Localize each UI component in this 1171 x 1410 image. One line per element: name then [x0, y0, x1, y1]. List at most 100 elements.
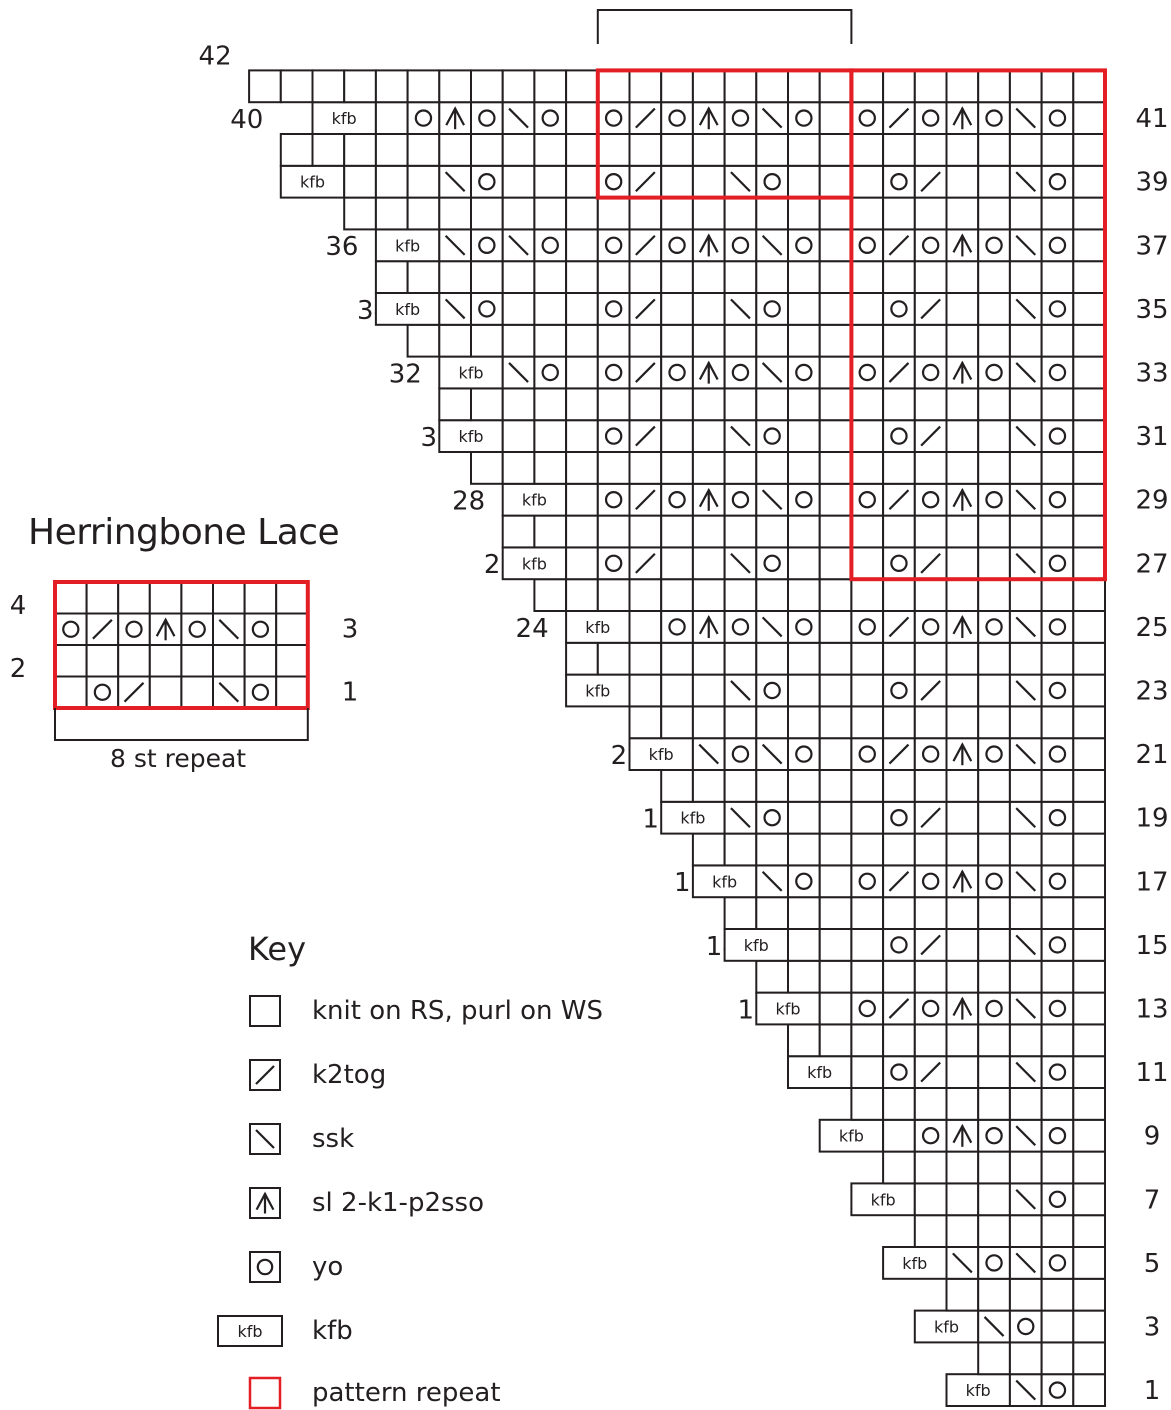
stitch-cell [755, 69, 789, 104]
stitch-cell [850, 928, 885, 962]
stitch-cell [723, 578, 758, 613]
stitch-cell [1072, 546, 1107, 581]
sl2k1p2sso-icon [952, 106, 973, 130]
stitch-cell [850, 69, 885, 104]
sl2k1p2sso-icon [698, 233, 719, 257]
sl2k1p2sso-icon [952, 996, 973, 1020]
stitch-cell [533, 101, 568, 135]
stitch-cell [374, 260, 409, 295]
yo-icon [921, 999, 940, 1018]
row-number-31: 31 [1135, 422, 1168, 452]
stitch-cell [1008, 323, 1043, 358]
stitch-cell [1072, 292, 1107, 326]
stitch-cell [850, 292, 885, 326]
stitch-cell [1040, 69, 1075, 104]
ssk-icon [218, 682, 240, 703]
yo-icon [62, 620, 80, 638]
key-label-knit: knit on RS, purl on WS [312, 996, 603, 1026]
k2tog-icon [920, 171, 941, 193]
stitch-cell [913, 133, 948, 167]
stitch-cell [85, 581, 120, 615]
stitch-cell [818, 323, 853, 358]
chart-row-15: kfb [723, 928, 1107, 962]
stitch-cell [977, 355, 1011, 390]
stitch-cell [180, 644, 214, 678]
stitch-cell [1072, 832, 1107, 867]
stitch-cell [1040, 737, 1075, 772]
stitch-cell [882, 164, 916, 199]
stitch-cell [882, 769, 916, 803]
stitch-cell [438, 260, 472, 295]
stitch-cell [977, 101, 1011, 135]
ssk-icon [761, 489, 783, 511]
ssk-icon [761, 616, 783, 638]
stitch-cell [723, 737, 758, 772]
stitch-cell [818, 482, 853, 517]
ssk-icon [1015, 362, 1037, 383]
stitch-cell [1072, 101, 1107, 135]
stitch-cell [850, 959, 885, 994]
stitch-cell [1072, 1182, 1107, 1217]
stitch-cell [913, 991, 948, 1026]
yo-icon [93, 683, 112, 701]
stitch-cell [850, 864, 885, 899]
stitch-cell [1008, 1341, 1043, 1376]
stitch-cell [818, 991, 853, 1026]
stitch-cell [850, 705, 885, 740]
yo-icon [985, 236, 1003, 255]
yo-icon [731, 363, 750, 382]
ssk-icon [1015, 489, 1037, 511]
row-number-19: 19 [1135, 804, 1168, 834]
kfb-label: kfb [585, 682, 610, 701]
stitch-cell [1008, 387, 1043, 422]
ssk-icon [1015, 1188, 1037, 1210]
kfb-cell [374, 228, 441, 263]
row-number-5: 5 [1144, 1249, 1161, 1279]
kfb-label: kfb [649, 745, 674, 764]
stitch-cell [565, 323, 599, 358]
stitch-cell [54, 675, 88, 709]
yo-icon [1048, 808, 1067, 827]
stitch-cell [850, 196, 885, 231]
stitch-cell [470, 69, 504, 104]
stitch-cell [1040, 1277, 1075, 1312]
stitch-cell [1040, 387, 1075, 422]
stitch-cell [882, 292, 916, 326]
stitch-cell [374, 196, 409, 231]
row-number-13: 13 [1135, 995, 1168, 1025]
stitch-cell [850, 228, 885, 263]
stitch-cell [628, 578, 663, 613]
stitch-cell [533, 387, 568, 422]
stitch-cell [1072, 896, 1107, 931]
stitch-cell [755, 228, 789, 263]
yo-icon [890, 427, 908, 445]
stitch-cell [343, 196, 377, 231]
stitch-cell [243, 644, 278, 678]
stitch-cell [850, 164, 885, 199]
stitch-cell [248, 69, 282, 104]
stitch-cell [913, 610, 948, 644]
kfb-cell [311, 101, 377, 135]
key-symbol-box [249, 1251, 281, 1283]
stitch-cell [660, 578, 694, 613]
yo-icon [985, 872, 1003, 891]
chart-row-19: kfb [660, 800, 1107, 835]
k2tog-icon [920, 934, 941, 956]
yo-icon [604, 427, 623, 445]
yo-icon [251, 683, 270, 701]
sl2k1p2sso-icon [952, 742, 973, 766]
stitch-cell [787, 705, 821, 740]
yo-icon [985, 1126, 1003, 1145]
k2tog-icon [635, 234, 656, 256]
stitch-cell [565, 355, 599, 390]
stitch-cell [1072, 164, 1107, 199]
yo-icon [1048, 999, 1067, 1018]
stitch-cell [818, 832, 853, 867]
repeat-bracket [54, 708, 309, 741]
key-symbols: kfb [217, 995, 283, 1410]
stitch-cell [723, 196, 758, 231]
ssk-icon [255, 1129, 275, 1149]
k2tog-icon [888, 489, 910, 511]
chart-row-35: kfb [374, 292, 1107, 326]
